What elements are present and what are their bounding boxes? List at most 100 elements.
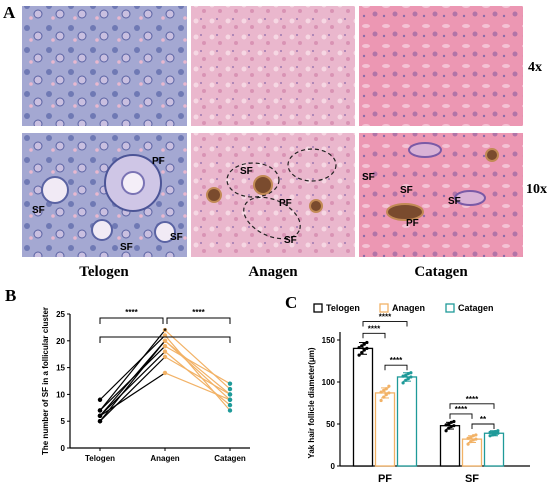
chart-c-point xyxy=(382,395,386,399)
chart-b-sig-label: * xyxy=(163,327,167,336)
anagen-sf-label-2: SF xyxy=(284,235,297,246)
chart-c-point xyxy=(444,429,448,433)
chart-b-series-line xyxy=(99,372,166,417)
chart-c-point xyxy=(379,390,383,394)
chart-c-sig-bracket xyxy=(449,413,473,419)
chart-b-y-axis-title: The number of SF in a follicular cluster xyxy=(41,307,50,455)
chart-c-point xyxy=(449,420,453,424)
chart-c-point xyxy=(384,387,388,391)
chart-b-y-tick-label: 25 xyxy=(56,310,65,319)
chart-c-bar xyxy=(439,425,461,467)
chart-b-series-line xyxy=(99,335,166,401)
anagen-sf-label-1: SF xyxy=(240,166,253,177)
chart-b-sig-bracket xyxy=(99,317,164,324)
panel-a-letter: A xyxy=(3,3,16,22)
chart-c-sig-bracket xyxy=(362,332,386,339)
chart-b-point xyxy=(97,397,103,402)
chart-c-sig-label: **** xyxy=(390,356,403,365)
chart-b-series-line xyxy=(164,335,231,411)
chart-c-point xyxy=(471,438,475,442)
chart-c-point xyxy=(471,434,475,438)
chart-b-series-line xyxy=(99,351,166,417)
chart-c-legend-label: Catagen xyxy=(458,303,494,313)
chart-b-point xyxy=(162,370,168,376)
condition-label-telogen: Telogen xyxy=(79,264,129,280)
chart-c-point xyxy=(496,429,500,433)
chart-c-y-tick-label: 100 xyxy=(322,378,336,387)
chart-b-y-tick-label: 15 xyxy=(56,364,65,373)
chart-c-point xyxy=(409,375,413,379)
chart-c-point xyxy=(406,377,410,381)
chart-b-point xyxy=(162,338,168,343)
chart-c-sig-bracket xyxy=(362,321,408,327)
telogen-sf-label-3: SF xyxy=(170,232,183,243)
chart-c-point xyxy=(491,430,495,434)
chart-b-series-line xyxy=(99,340,166,422)
chart-c-point xyxy=(466,442,470,446)
chart-c-point xyxy=(406,372,410,376)
chart-c-point xyxy=(493,432,497,436)
chart-b-series-line xyxy=(164,372,231,401)
chart-c-x-tick-label: PF xyxy=(378,473,392,485)
mag-label-4x: 4x xyxy=(528,60,542,75)
chart-c-point xyxy=(362,342,366,346)
chart-c-point xyxy=(469,435,473,440)
chart-c: 0 50 100 150 Yak hair follicle diameter(μm) T… xyxy=(307,303,530,485)
chart-c-legend-swatch xyxy=(445,303,455,313)
chart-c-sig-label: **** xyxy=(379,313,392,322)
chart-c-point xyxy=(387,384,391,388)
chart-c-bar xyxy=(483,432,505,467)
chart-c-point xyxy=(447,426,451,430)
chart-c-y-tick-label: 150 xyxy=(322,336,336,345)
chart-c-legend-label: Telogen xyxy=(326,303,360,313)
chart-b-series-line xyxy=(164,356,231,395)
panel-c-letter: C xyxy=(285,293,297,312)
telogen-sf-label-1: SF xyxy=(32,205,45,216)
chart-c-point xyxy=(387,391,391,395)
chart-b-series-line xyxy=(99,329,166,411)
catagen-sf-label-3: SF xyxy=(448,196,461,207)
chart-b-sig-bracket xyxy=(99,336,231,343)
chart-c-point xyxy=(382,388,386,392)
catagen-10x-features xyxy=(386,142,499,221)
chart-c-point xyxy=(365,340,369,345)
mag-label-10x: 10x xyxy=(526,182,547,197)
chart-c-sig-label: **** xyxy=(368,324,381,333)
chart-c-sig-bracket xyxy=(449,403,495,409)
chart-c-point xyxy=(452,419,456,424)
chart-c-point xyxy=(357,353,361,357)
panel-b-letter: B xyxy=(5,286,16,305)
chart-c-point xyxy=(444,423,448,427)
micrograph-telogen-4x xyxy=(22,6,187,126)
chart-b-point xyxy=(227,408,233,413)
anagen-pf-label: PF xyxy=(279,198,292,209)
chart-b-y-tick-label: 20 xyxy=(56,337,65,346)
chart-b-point xyxy=(227,397,233,402)
chart-c-bar xyxy=(461,438,483,467)
chart-b-point xyxy=(97,408,103,413)
chart-c-bar xyxy=(396,376,418,467)
chart-c-point xyxy=(384,393,388,397)
chart-c-point xyxy=(474,437,478,441)
anagen-10x-features xyxy=(206,148,337,240)
chart-b-x-tick-label: Anagen xyxy=(150,454,179,463)
chart-b-point xyxy=(162,343,168,349)
chart-c-bar xyxy=(352,347,374,467)
chart-b-series-line xyxy=(164,345,231,385)
micrograph-anagen-4x xyxy=(191,6,355,126)
chart-b-series-line xyxy=(164,351,231,406)
chart-b-series-line xyxy=(164,340,231,395)
chart-b-sig-label: **** xyxy=(125,308,138,317)
chart-b-point xyxy=(227,402,233,408)
chart-c-x-tick-label: SF xyxy=(465,473,479,485)
chart-b-point xyxy=(227,386,233,392)
chart-c-point xyxy=(447,422,451,426)
chart-b-point xyxy=(97,413,103,419)
chart-c-point xyxy=(401,381,405,385)
telogen-pf-label: PF xyxy=(152,156,165,167)
chart-b-point xyxy=(227,392,233,397)
catagen-pf-label: PF xyxy=(406,218,419,229)
chart-b-y-tick-label: 0 xyxy=(61,444,66,453)
condition-label-catagen: Catagen xyxy=(414,264,468,280)
